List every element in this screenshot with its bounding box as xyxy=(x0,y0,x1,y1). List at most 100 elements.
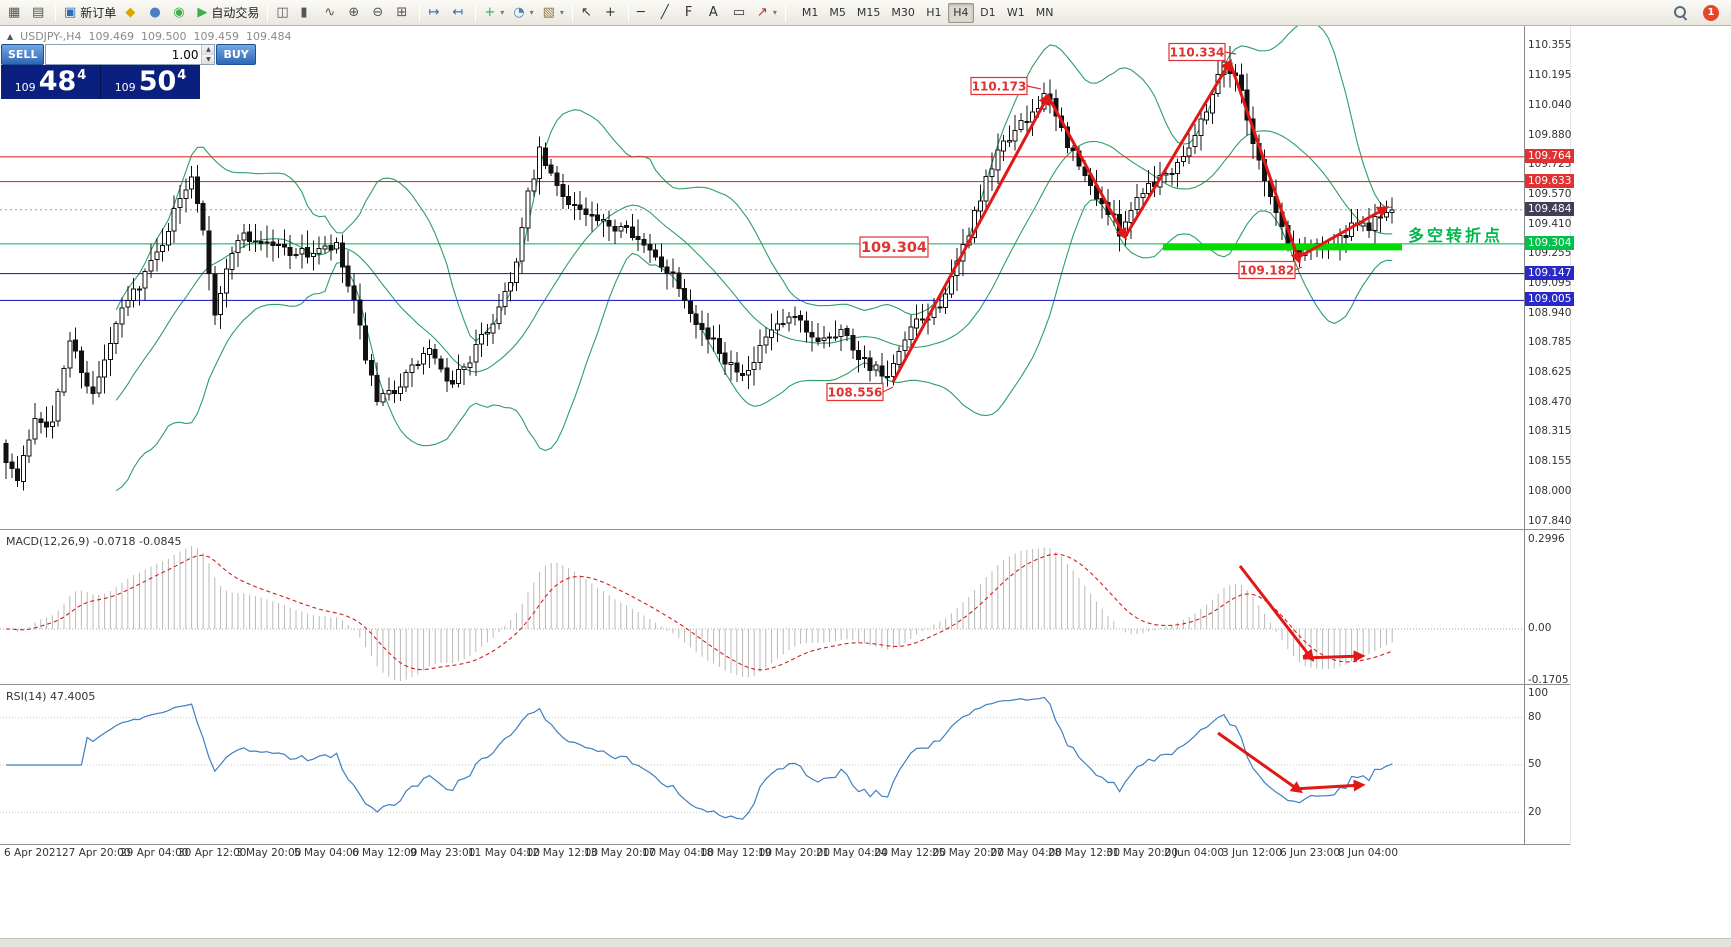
quote-open: 109.469 xyxy=(88,30,134,43)
time-axis-label: 3 May 20:00 xyxy=(236,847,302,859)
toolbar-separator xyxy=(55,3,56,22)
toolbar-separator xyxy=(475,3,477,22)
tile-windows-button[interactable]: ⊞ xyxy=(392,2,415,24)
fibonacci-button[interactable]: F xyxy=(681,2,704,24)
fibonacci-icon: F xyxy=(684,5,693,20)
hline-button[interactable]: ─ xyxy=(633,2,656,24)
svg-text:110.173: 110.173 xyxy=(972,79,1027,93)
time-axis-label: 17 May 04:00 xyxy=(642,847,715,859)
periods-button[interactable]: ◔ ▾ xyxy=(509,2,537,24)
price-axis-tick: 108.785 xyxy=(1528,336,1572,349)
time-axis-label: 6 Apr 2021 xyxy=(4,847,63,859)
time-axis-label: 18 May 12:00 xyxy=(700,847,773,859)
indicators-button[interactable]: + ▾ xyxy=(480,2,508,24)
label-button[interactable]: ▭ xyxy=(729,2,752,24)
lot-spinner: ▲ ▼ xyxy=(201,45,215,64)
zoom-out-icon: ⊖ xyxy=(372,5,384,20)
price-axis-tick: 110.195 xyxy=(1528,69,1572,82)
price-axis-tick: 108.000 xyxy=(1528,484,1572,497)
time-axis-label: 6 May 12:00 xyxy=(352,847,418,859)
zoom-in-button[interactable]: ⊕ xyxy=(344,2,367,24)
macd-panel[interactable] xyxy=(0,531,1524,684)
lot-decrease-button[interactable]: ▼ xyxy=(202,54,215,64)
chart-shift-button[interactable]: ↤ xyxy=(448,2,471,24)
rsi-label: RSI(14) 47.4005 xyxy=(6,690,96,703)
rsi-axis-label: 20 xyxy=(1528,806,1542,818)
price-axis-tick: 108.155 xyxy=(1528,455,1572,468)
timeframe-m1-button[interactable]: M1 xyxy=(797,3,824,23)
buy-price[interactable]: 109 50 4 xyxy=(101,65,200,99)
price-axis-tick: 108.315 xyxy=(1528,425,1572,438)
price-axis-tag: 109.147 xyxy=(1525,265,1575,280)
window-bottom-strip xyxy=(0,938,1731,947)
sell-button[interactable]: SELL xyxy=(1,44,45,65)
timeframe-h4-button[interactable]: H4 xyxy=(947,2,974,23)
profiles-button[interactable]: ▤ xyxy=(28,2,51,24)
chart-shift-icon: ↤ xyxy=(452,5,464,20)
price-chart[interactable]: 110.173 110.334 109.304 109.182 108.556 xyxy=(0,26,1524,529)
zoom-in-icon: ⊕ xyxy=(348,5,360,20)
buy-price-figure: 109 xyxy=(114,81,136,94)
trade-panel-top: SELL ▲ ▼ BUY xyxy=(1,44,256,65)
autotrading-button[interactable]: ▶ 自动交易 xyxy=(193,2,263,24)
line-chart-button[interactable]: ∿ xyxy=(320,2,343,24)
dropdown-arrow-icon: ▾ xyxy=(559,8,564,17)
turning-point-label: 多空转折点 xyxy=(1408,226,1504,245)
autotrading-icon: ▶ xyxy=(197,5,208,20)
rsi-panel[interactable] xyxy=(0,686,1524,844)
time-axis-label: 25 May 20:00 xyxy=(932,847,1005,859)
cursor-button[interactable]: ↖ xyxy=(577,2,600,24)
cursor-icon: ↖ xyxy=(580,5,592,20)
accounts-button[interactable]: ● xyxy=(145,2,168,24)
zoom-out-button[interactable]: ⊖ xyxy=(368,2,391,24)
new-order-button[interactable]: ▣ 新订单 xyxy=(60,2,120,24)
time-axis-label: 19 May 20:00 xyxy=(758,847,831,859)
buy-button[interactable]: BUY xyxy=(216,44,256,65)
arrows-button[interactable]: ↗ ▾ xyxy=(753,2,781,24)
time-axis-label: 2 Jun 04:00 xyxy=(1164,847,1225,859)
timeframe-h1-button[interactable]: H1 xyxy=(921,3,947,23)
tile-windows-icon: ⊞ xyxy=(396,5,408,20)
time-axis-label: 11 May 04:00 xyxy=(468,847,541,859)
toolbar-separator xyxy=(571,3,573,22)
timeframe-m30-button[interactable]: M30 xyxy=(886,3,920,23)
panel-separator[interactable] xyxy=(0,529,1570,530)
lot-increase-button[interactable]: ▲ xyxy=(202,45,215,55)
new-chart-button[interactable]: ▦ xyxy=(4,2,27,24)
text-button[interactable]: A xyxy=(705,2,728,24)
timeframe-m5-button[interactable]: M5 xyxy=(824,3,851,23)
trendline-icon: ╱ xyxy=(660,5,669,20)
toolbar-separator xyxy=(627,3,629,22)
time-axis-label: 8 Jun 04:00 xyxy=(1338,847,1399,859)
svg-text:110.334: 110.334 xyxy=(1170,45,1225,59)
timeframe-m15-button[interactable]: M15 xyxy=(852,3,886,23)
lot-size-input[interactable] xyxy=(46,45,202,64)
svg-text:108.556: 108.556 xyxy=(828,385,883,399)
collapse-arrow-icon[interactable]: ▲ xyxy=(7,32,14,41)
community-button[interactable]: ◉ xyxy=(169,2,192,24)
panel-separator[interactable] xyxy=(0,684,1570,685)
periods-icon: ◔ xyxy=(513,5,525,20)
crosshair-button[interactable]: + xyxy=(601,2,624,24)
timeframe-d1-button[interactable]: D1 xyxy=(975,3,1001,23)
notification-badge[interactable]: 1 xyxy=(1703,4,1719,21)
price-axis-tick: 109.880 xyxy=(1528,128,1572,141)
timeframe-w1-button[interactable]: W1 xyxy=(1002,3,1030,23)
metaeditor-button[interactable]: ◆ xyxy=(121,2,144,24)
price-axis-tick: 108.625 xyxy=(1528,366,1572,379)
trendline-button[interactable]: ╱ xyxy=(657,2,680,24)
auto-scroll-button[interactable]: ↦ xyxy=(424,2,447,24)
lot-size-field: ▲ ▼ xyxy=(45,44,216,65)
profiles-icon: ▤ xyxy=(32,5,45,20)
timeframe-mn-button[interactable]: MN xyxy=(1031,3,1059,23)
dropdown-arrow-icon: ▾ xyxy=(772,8,777,17)
bar-chart-button[interactable]: ◫ xyxy=(272,2,295,24)
sell-price[interactable]: 109 48 4 xyxy=(1,65,100,99)
arrows-icon: ↗ xyxy=(756,5,768,20)
price-axis-tick: 108.940 xyxy=(1528,306,1572,319)
candlestick-button[interactable]: ▮ xyxy=(296,2,319,24)
toolbar-separator xyxy=(267,3,269,22)
dropdown-arrow-icon: ▾ xyxy=(529,8,534,17)
search-button[interactable] xyxy=(1670,2,1693,24)
templates-button[interactable]: ▧ ▾ xyxy=(539,2,568,24)
